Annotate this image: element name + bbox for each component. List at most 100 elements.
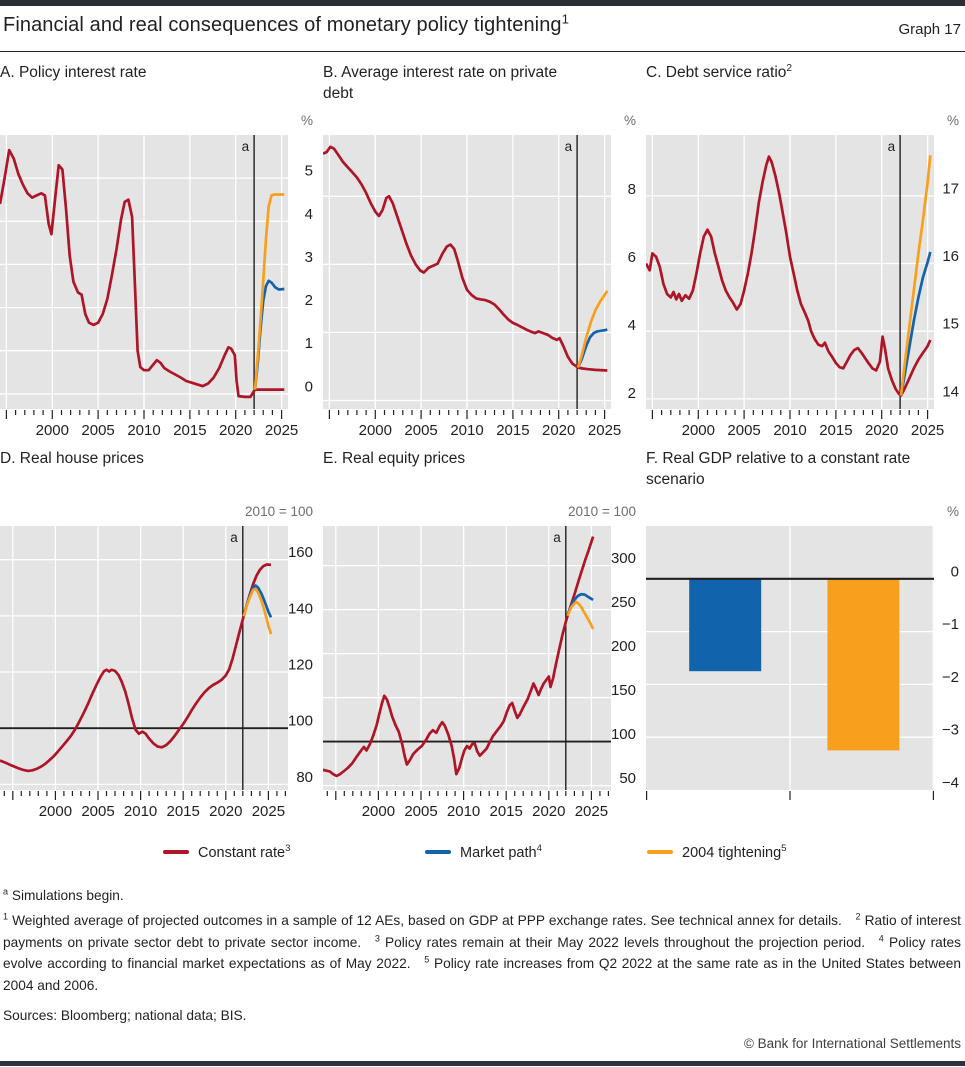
y-axis-labels: 0 −1 −2 −3 −4	[942, 563, 959, 791]
panel-c-chart: a 2000 2005 2010 2015 2020 2025 14 15 16 17%	[646, 112, 965, 444]
svg-text:2020: 2020	[542, 422, 575, 439]
svg-text:2005: 2005	[404, 422, 437, 439]
svg-text:1: 1	[305, 335, 313, 352]
chart-c-svg: a 2000 2005 2010 2015 2020 2025 14 15 16 17%	[646, 113, 959, 439]
y-axis-labels: 50 100 150 200 250 300	[611, 550, 636, 787]
x-axis-labels: 2000 2005 2010 2015 2020 2025	[362, 803, 608, 820]
svg-text:2000: 2000	[36, 422, 69, 439]
x-axis-labels: 2000 2005 2010 2015 2020 2025	[359, 422, 622, 439]
legend-item-constant-rate: Constant rate3	[163, 844, 290, 861]
svg-text:2000: 2000	[682, 422, 715, 439]
x-axis-ticks	[5, 410, 283, 419]
panel-a-chart: a 2000 2005 2010 2015 2020 2025 0 1 2 3 4 5%	[0, 112, 320, 444]
legend-item-2004-tightening: 2004 tightening5	[647, 844, 787, 861]
svg-text:100: 100	[611, 726, 636, 743]
x-axis-labels: 2000 2005 2010 2015 2020 2025	[682, 422, 945, 439]
sources-line: Sources: Bloomberg; national data; BIS.	[3, 1008, 247, 1023]
panel-b-title: B. Average interest rate on private debt	[323, 64, 558, 102]
unit-label: 2010 = 100	[245, 504, 313, 519]
bar-tightening_2004	[827, 578, 900, 751]
market-path-line-swatch	[425, 850, 451, 854]
svg-text:6: 6	[628, 249, 636, 266]
tightening-2004-line-swatch	[647, 850, 673, 854]
svg-text:5: 5	[305, 163, 313, 180]
x-axis-ticks	[651, 410, 929, 419]
gridlines	[646, 135, 934, 409]
svg-text:−4: −4	[942, 775, 959, 792]
series-tightening_2004	[899, 155, 932, 396]
svg-text:2: 2	[628, 385, 636, 402]
copyright-line: © Bank for International Settlements	[743, 1036, 961, 1051]
svg-text:200: 200	[611, 638, 636, 655]
y-axis-labels: 2 4 6 8	[628, 181, 636, 402]
svg-text:2010: 2010	[447, 803, 480, 820]
svg-text:2000: 2000	[362, 803, 395, 820]
svg-text:50: 50	[619, 770, 636, 787]
page-title-footnote-marker: 1	[561, 11, 570, 27]
chart-f-svg: 0 −1 −2 −3 −4%	[646, 504, 959, 800]
top-rule-bar	[0, 0, 965, 6]
x-axis-labels: 2000 2005 2010 2015 2020 2025	[36, 422, 299, 439]
x-axis-ticks	[328, 410, 606, 419]
svg-text:2010: 2010	[450, 422, 483, 439]
series-constant_rate	[323, 536, 595, 778]
x-axis-ticks	[326, 791, 609, 800]
svg-text:120: 120	[288, 657, 313, 674]
panel-a-title: A. Policy interest rate	[0, 64, 147, 81]
svg-text:2010: 2010	[127, 422, 160, 439]
svg-text:2010: 2010	[124, 803, 157, 820]
footnotes-paragraph: 1 Weighted average of projected outcomes…	[3, 911, 962, 993]
chart-e-svg: a 2000 2005 2010 2015 2020 2025 50 100 150 200 250 3…	[323, 504, 636, 820]
svg-text:2015: 2015	[490, 803, 523, 820]
svg-text:2025: 2025	[252, 803, 285, 820]
svg-text:2005: 2005	[727, 422, 760, 439]
svg-text:2020: 2020	[532, 803, 565, 820]
svg-text:2020: 2020	[865, 422, 898, 439]
svg-text:2025: 2025	[911, 422, 944, 439]
svg-text:16: 16	[942, 248, 959, 265]
svg-text:150: 150	[611, 682, 636, 699]
gridlines	[0, 135, 288, 409]
plot-area	[0, 526, 288, 790]
simulation-start-label: a	[553, 530, 561, 545]
series-tightening_2004	[566, 600, 595, 630]
y-axis-labels: 0 1 2 3 4 5	[305, 163, 313, 396]
panel-real-house-prices: D. Real house prices a 2000 2005 2010 2015 20…	[0, 448, 320, 820]
panel-d-chart: a 2000 2005 2010 2015 2020 2025 80 100 120 140 160 2…	[0, 503, 320, 821]
series-constant_rate	[323, 145, 608, 372]
gridlines	[0, 526, 288, 790]
svg-text:2015: 2015	[819, 422, 852, 439]
simulation-start-label: a	[230, 530, 238, 545]
y-axis-labels: 14 15 16 17	[942, 180, 959, 400]
series-tightening_2004	[253, 193, 285, 390]
svg-text:2025: 2025	[588, 422, 621, 439]
unit-label: 2010 = 100	[568, 504, 636, 519]
series-market_path	[899, 251, 932, 396]
unit-label: %	[301, 113, 313, 128]
svg-text:2005: 2005	[81, 422, 114, 439]
bar-market_path	[689, 578, 762, 672]
panel-f-chart: 0 −1 −2 −3 −4%	[646, 503, 965, 821]
svg-text:−1: −1	[942, 616, 959, 633]
svg-text:15: 15	[942, 316, 959, 333]
series-constant_rate	[0, 563, 272, 773]
panel-b-chart: a 2000 2005 2010 2015 2020 2025 2 4 6 8%	[323, 112, 643, 444]
svg-text:0: 0	[951, 563, 959, 580]
page-title: Financial and real consequences of monet…	[3, 11, 570, 37]
panel-e-title: E. Real equity prices	[323, 450, 466, 467]
panel-real-equity-prices: E. Real equity prices a 2000 2005 2010 2015 2…	[323, 448, 643, 820]
panel-real-gdp-relative: F. Real GDP relative to a constant rate …	[646, 448, 965, 800]
svg-text:160: 160	[288, 544, 313, 561]
y-axis-labels: 80 100 120 140 160	[288, 544, 313, 786]
svg-text:8: 8	[628, 181, 636, 198]
panel-d-title: D. Real house prices	[0, 450, 144, 467]
svg-text:2: 2	[305, 292, 313, 309]
simulation-start-label: a	[888, 139, 896, 154]
svg-text:14: 14	[942, 383, 959, 400]
svg-text:2000: 2000	[39, 803, 72, 820]
svg-text:2015: 2015	[173, 422, 206, 439]
svg-text:80: 80	[296, 769, 313, 786]
svg-text:4: 4	[628, 317, 636, 334]
unit-label: %	[947, 113, 959, 128]
panel-e-chart: a 2000 2005 2010 2015 2020 2025 50 100 150 200 250 3…	[323, 503, 643, 821]
